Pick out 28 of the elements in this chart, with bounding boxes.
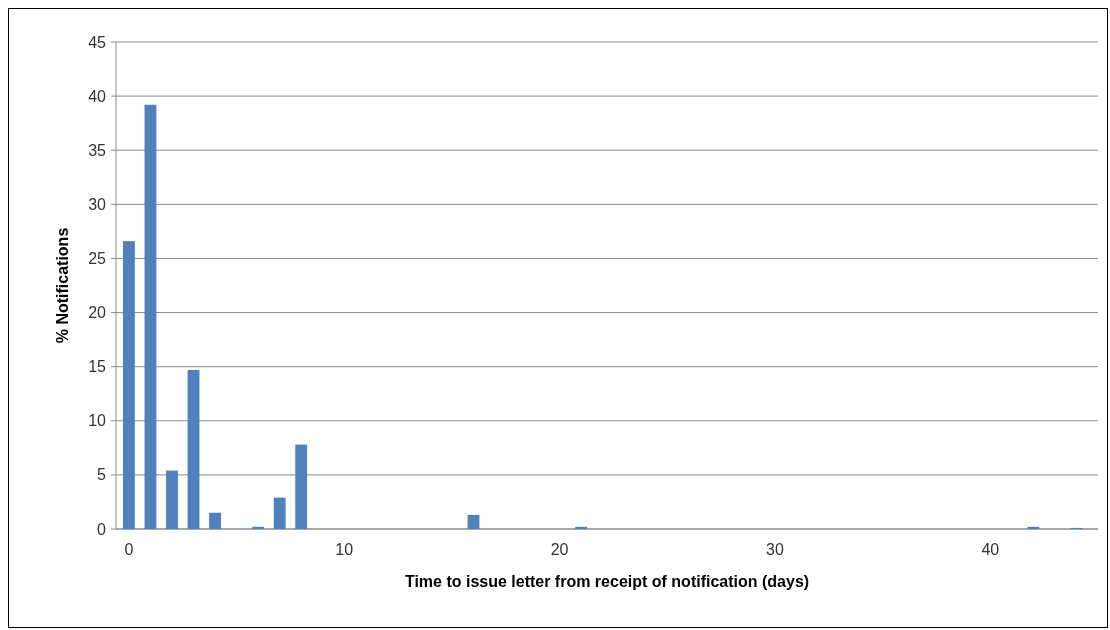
x-tick-label: 40 (981, 541, 1000, 558)
bar (166, 470, 178, 529)
bar (295, 444, 308, 529)
x-tick-label: 10 (335, 541, 354, 558)
bar (123, 241, 135, 529)
y-tick-label: 25 (88, 250, 107, 268)
bar (252, 526, 265, 529)
y-tick-label: 40 (88, 87, 107, 105)
y-tick-label: 5 (97, 466, 107, 484)
y-tick-label: 0 (97, 520, 107, 538)
y-tick-label: 10 (88, 412, 107, 430)
bar (273, 497, 286, 529)
y-tick-label: 15 (88, 358, 107, 376)
x-tick-label: 20 (550, 541, 569, 558)
bar (467, 514, 480, 529)
bar (1027, 526, 1040, 529)
x-tick-label: 30 (766, 541, 784, 558)
bar (575, 526, 588, 529)
y-tick-label: 30 (88, 195, 107, 213)
x-tick-label: 0 (124, 541, 134, 558)
x-axis-title: Time to issue letter from receipt of notification (days) (404, 573, 810, 590)
y-tick-label: 45 (88, 33, 107, 51)
bar (144, 104, 157, 529)
y-axis-title: % Notifications (54, 227, 71, 344)
y-tick-label: 20 (88, 304, 107, 322)
bar (187, 369, 200, 529)
bar (209, 512, 221, 529)
y-tick-label: 35 (88, 141, 107, 159)
